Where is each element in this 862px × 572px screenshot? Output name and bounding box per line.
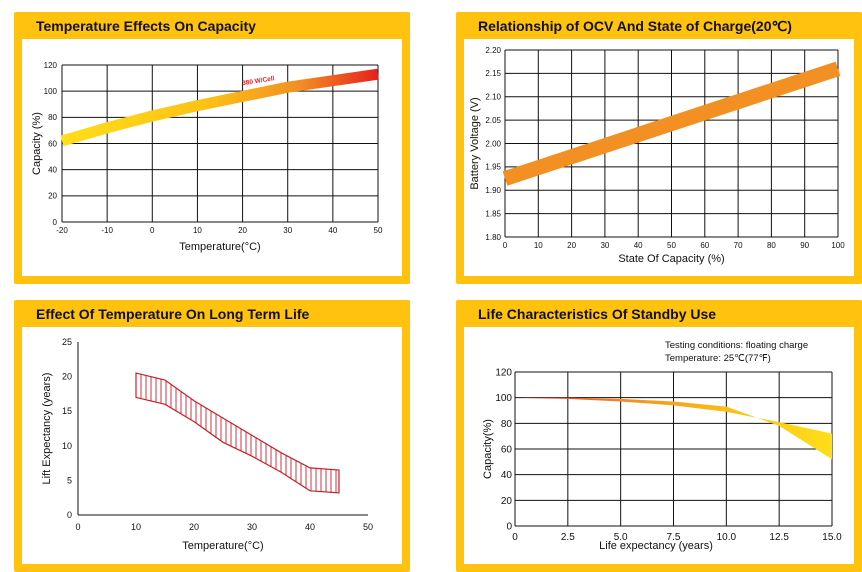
test-note: Temperature: 25℃(77℉) <box>665 353 771 364</box>
x-tick-label: 20 <box>567 241 576 250</box>
y-tick-label: 60 <box>501 445 513 456</box>
x-tick-label: 20 <box>238 226 247 235</box>
ocv-line <box>502 61 841 186</box>
y-tick-label: 2.05 <box>485 116 501 125</box>
panel-temperature-life: Effect Of Temperature On Long Term Life <box>14 300 410 572</box>
y-tick-label: 100 <box>44 87 58 96</box>
x-tick-label: 12.5 <box>769 532 789 543</box>
y-tick-label: 80 <box>48 113 57 122</box>
x-axis-title: Life expectancy (years) <box>599 540 713 552</box>
panel-temperature-capacity: Temperature Effects On Capacity <box>14 12 410 284</box>
x-tick-label: 7.5 <box>667 532 681 543</box>
y-tick-label: 0 <box>67 510 72 520</box>
y-tick-label: 120 <box>44 61 58 70</box>
y-tick-label: 25 <box>62 337 72 347</box>
y-tick-label: 20 <box>62 372 72 382</box>
y-tick-label: 60 <box>48 139 57 148</box>
x-tick-label: -20 <box>56 226 68 235</box>
x-axis-title: Temperature(°C) <box>179 241 260 253</box>
x-tick-label: -10 <box>101 226 113 235</box>
y-tick-label: 2.10 <box>485 93 501 102</box>
y-tick-label: 40 <box>501 470 513 481</box>
x-tick-label: 0 <box>512 532 518 543</box>
y-tick-label: 1.90 <box>485 186 501 195</box>
x-tick-label: 10 <box>131 522 141 532</box>
x-tick-label: 20 <box>189 522 199 532</box>
x-tick-label: 0 <box>75 522 80 532</box>
panel-title: Life Characteristics Of Standby Use <box>478 306 717 322</box>
y-tick-label: 1.80 <box>485 233 501 242</box>
test-note: Testing conditions: floating charge <box>665 340 808 351</box>
y-axis-title: Lift Expectancy (years) <box>41 373 53 485</box>
y-tick-label: 100 <box>495 393 512 404</box>
x-tick-label: 40 <box>634 241 643 250</box>
y-tick-label: 1.95 <box>485 163 501 172</box>
panel-standby-life: Life Characteristics Of Standby Use <box>456 300 862 572</box>
y-axis-title: Capacity (%) <box>31 112 43 175</box>
y-tick-label: 1.85 <box>485 209 501 218</box>
x-tick-label: 80 <box>767 241 776 250</box>
y-tick-label: 20 <box>501 496 513 507</box>
x-tick-label: 10.0 <box>717 532 737 543</box>
y-axis-title: Capacity(%) <box>482 419 494 479</box>
x-tick-label: 0 <box>503 241 508 250</box>
y-tick-label: 5 <box>67 475 72 485</box>
x-tick-label: 10 <box>193 226 202 235</box>
x-axis-title: State Of Capacity (%) <box>618 253 724 265</box>
life-band <box>135 372 340 494</box>
capacity-curve <box>60 68 379 147</box>
y-tick-label: 20 <box>48 192 57 201</box>
x-tick-label: 50 <box>374 226 383 235</box>
x-tick-label: 5.0 <box>614 532 628 543</box>
y-axis-title: Battery Voltage (V) <box>469 97 481 189</box>
y-tick-label: 0 <box>53 218 58 227</box>
y-tick-label: 0 <box>506 522 512 533</box>
panel-title: Effect Of Temperature On Long Term Life <box>36 306 310 322</box>
x-tick-label: 30 <box>247 522 257 532</box>
y-tick-label: 80 <box>501 419 513 430</box>
panel-title: Temperature Effects On Capacity <box>36 18 256 34</box>
y-tick-label: 2.20 <box>485 46 501 55</box>
y-tick-label: 10 <box>62 441 72 451</box>
x-tick-label: 2.5 <box>561 532 575 543</box>
panel-title: Relationship of OCV And State of Charge(… <box>478 18 792 34</box>
y-tick-label: 40 <box>48 165 57 174</box>
x-tick-label: 15.0 <box>822 532 842 543</box>
x-tick-label: 10 <box>534 241 543 250</box>
x-tick-label: 50 <box>667 241 676 250</box>
x-tick-label: 100 <box>831 241 845 250</box>
y-tick-label: 120 <box>495 368 512 379</box>
x-tick-label: 70 <box>734 241 743 250</box>
x-tick-label: 0 <box>150 226 155 235</box>
y-tick-label: 15 <box>62 406 72 416</box>
x-tick-label: 40 <box>328 226 337 235</box>
x-tick-label: 30 <box>600 241 609 250</box>
x-tick-label: 40 <box>305 522 315 532</box>
x-tick-label: 90 <box>800 241 809 250</box>
x-tick-label: 30 <box>283 226 292 235</box>
y-tick-label: 2.00 <box>485 139 501 148</box>
x-axis-title: Temperature(°C) <box>182 540 263 552</box>
y-tick-label: 2.15 <box>485 69 501 78</box>
x-tick-label: 60 <box>700 241 709 250</box>
x-tick-label: 50 <box>363 522 373 532</box>
